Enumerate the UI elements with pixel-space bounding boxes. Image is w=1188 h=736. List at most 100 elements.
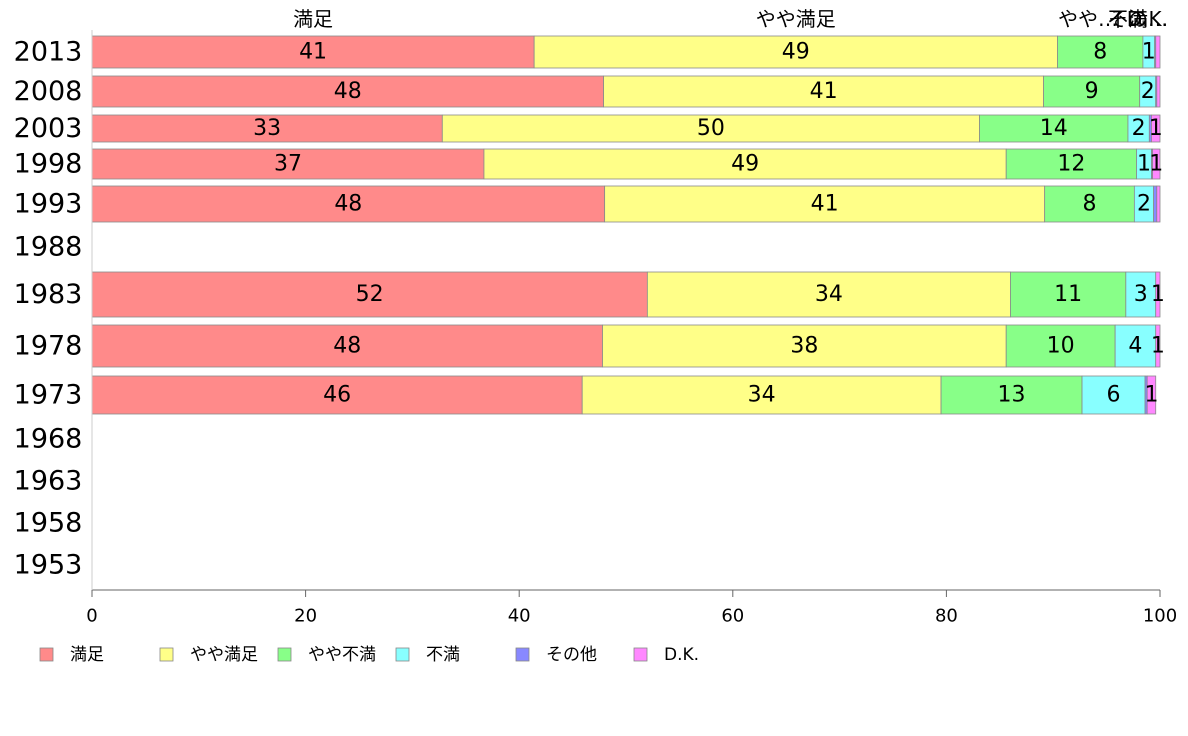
bar-segment xyxy=(1152,148,1161,180)
legend-label: 不満 xyxy=(426,645,460,665)
data-label: 1 xyxy=(1151,282,1165,307)
x-axis: 0 20 40 60 80 100 xyxy=(86,30,1177,627)
x-tick-label: 60 xyxy=(721,606,744,627)
bar-segment xyxy=(91,148,485,180)
bar-segment xyxy=(1081,375,1146,415)
bar-segment xyxy=(1044,185,1135,223)
y-tick-label: 1988 xyxy=(14,232,83,263)
bar-segment xyxy=(533,35,1058,69)
y-tick-label: 2008 xyxy=(14,76,83,107)
y-tick-label: 2013 xyxy=(14,37,83,68)
bar-segment xyxy=(91,375,583,415)
bar-segment xyxy=(91,271,648,318)
bar-segment xyxy=(91,324,603,368)
data-label: 8 xyxy=(1083,192,1097,217)
data-label: 38 xyxy=(790,334,818,359)
bar-segment xyxy=(91,35,535,69)
data-label: 48 xyxy=(334,79,362,104)
top-segment-label: 満足 xyxy=(293,7,333,31)
x-tick-label: 0 xyxy=(86,606,97,627)
data-label: 1 xyxy=(1151,334,1165,359)
legend-label: その他 xyxy=(546,645,597,665)
data-label: 13 xyxy=(998,383,1026,408)
data-label: 3 xyxy=(1134,282,1148,307)
data-label: 34 xyxy=(748,383,776,408)
bar-segment xyxy=(646,271,1011,318)
data-label: 46 xyxy=(323,383,351,408)
data-label: 41 xyxy=(299,40,327,65)
legend-label: D.K. xyxy=(664,645,699,665)
y-tick-label: 1998 xyxy=(14,149,83,180)
data-label: 1 xyxy=(1149,152,1163,177)
top-segment-label: やや… xyxy=(1058,7,1118,31)
top-segment-label: やや満足 xyxy=(756,7,836,31)
data-label: 37 xyxy=(274,152,302,177)
legend-swatch xyxy=(277,647,292,662)
bar-segment xyxy=(940,375,1083,415)
data-label: 1 xyxy=(1142,40,1156,65)
x-tick-label: 20 xyxy=(294,606,317,627)
y-tick-label: 1993 xyxy=(14,189,83,220)
data-label: 2 xyxy=(1132,116,1146,141)
bar-segment xyxy=(604,185,1046,223)
data-label: 12 xyxy=(1057,152,1085,177)
bar-segment xyxy=(1156,75,1161,108)
data-label: 52 xyxy=(356,282,384,307)
y-tick-label: 1958 xyxy=(14,508,83,539)
bar-segment xyxy=(91,185,606,223)
bar-segment xyxy=(603,75,1044,108)
data-label: 50 xyxy=(697,116,725,141)
bar-segment xyxy=(1043,75,1141,108)
y-tick-label: 2003 xyxy=(14,113,83,144)
bar-segment xyxy=(979,114,1129,143)
y-tick-label: 1973 xyxy=(14,380,83,411)
data-label: 41 xyxy=(811,192,839,217)
data-label: 48 xyxy=(333,334,361,359)
bar-segment xyxy=(1155,271,1161,318)
bar-segment xyxy=(1005,148,1137,180)
y-tick-label: 1978 xyxy=(14,331,83,362)
data-label: 11 xyxy=(1054,282,1082,307)
bar-segment xyxy=(1156,185,1161,223)
bar-segment xyxy=(1155,324,1161,368)
y-tick-label-layer: 2013 2008 2003 1998 1993 1988 1983 1978 1973 1968… xyxy=(14,37,83,581)
y-tick-label: 1963 xyxy=(14,466,83,497)
bar-segment xyxy=(1146,375,1157,415)
top-label-layer: 満足 やや満足 やや…不満…その…D.K. xyxy=(293,7,1168,31)
data-label: 2 xyxy=(1141,79,1155,104)
legend-swatch xyxy=(633,647,648,662)
y-tick-label: 1953 xyxy=(14,550,83,581)
bar-segment xyxy=(1005,324,1116,368)
data-label: 9 xyxy=(1085,79,1099,104)
data-label: 10 xyxy=(1047,334,1075,359)
data-label: 4 xyxy=(1128,334,1142,359)
legend-swatch xyxy=(159,647,174,662)
legend-swatch xyxy=(395,647,410,662)
x-tick-label: 100 xyxy=(1143,606,1177,627)
data-label: 6 xyxy=(1107,383,1121,408)
data-label: 41 xyxy=(810,79,838,104)
bar-segment xyxy=(581,375,942,415)
top-segment-label: 不満… xyxy=(1108,7,1168,31)
data-label: 14 xyxy=(1040,116,1068,141)
y-tick-label: 1983 xyxy=(14,279,83,310)
bar-segment xyxy=(1153,185,1158,223)
data-label: 48 xyxy=(334,192,362,217)
data-label: 1 xyxy=(1144,383,1158,408)
legend-label: やや満足 xyxy=(190,645,258,665)
bar-segment xyxy=(441,114,980,143)
bar-segment xyxy=(1057,35,1144,69)
bar-segment xyxy=(1125,271,1157,318)
y-tick-label: 1968 xyxy=(14,424,83,455)
data-label: 33 xyxy=(253,116,281,141)
bar-segment xyxy=(1155,35,1161,69)
bar-layer xyxy=(91,35,1161,415)
bar-segment xyxy=(1010,271,1127,318)
data-label: 34 xyxy=(815,282,843,307)
bar-segment xyxy=(91,75,604,108)
data-label: 8 xyxy=(1093,40,1107,65)
x-tick-label: 40 xyxy=(508,606,531,627)
data-label: 1 xyxy=(1149,116,1163,141)
